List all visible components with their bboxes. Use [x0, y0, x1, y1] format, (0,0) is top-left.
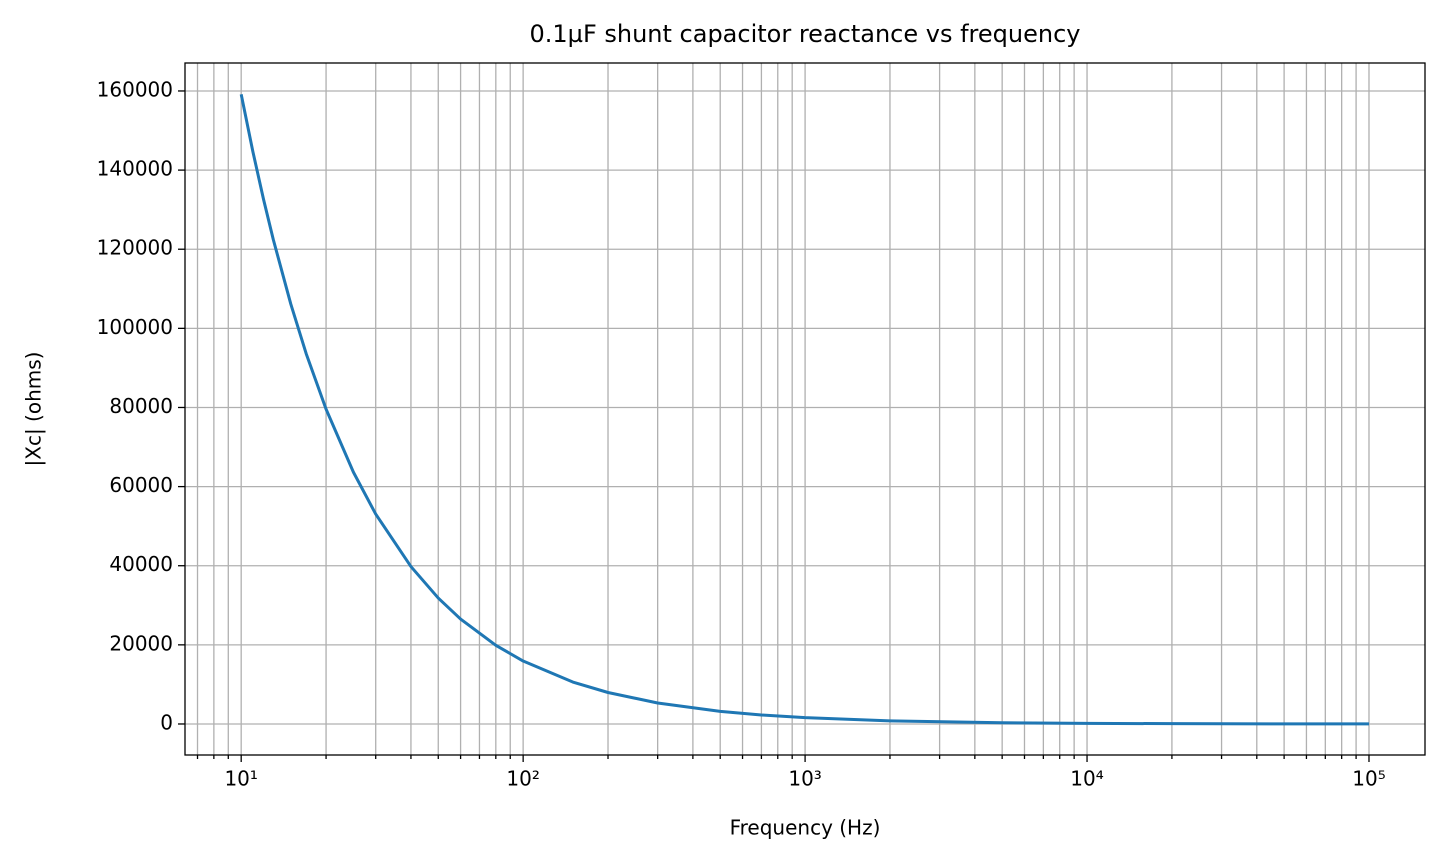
y-axis-label: |Xc| (ohms) [22, 352, 46, 467]
x-tick-label: 10⁴ [1070, 767, 1103, 791]
y-tick-label: 160000 [97, 77, 173, 101]
x-tick-label: 10¹ [224, 767, 257, 791]
y-tick-label: 140000 [97, 157, 173, 181]
data-line [239, 94, 1369, 726]
x-axis-label: Frequency (Hz) [730, 816, 881, 840]
x-tick-label: 10² [506, 767, 539, 791]
x-tick-label: 10⁵ [1352, 767, 1385, 791]
chart-title: 0.1µF shunt capacitor reactance vs frequ… [530, 20, 1081, 48]
y-tick-label: 80000 [109, 394, 173, 418]
y-tick-label: 60000 [109, 473, 173, 497]
y-tick-label: 120000 [97, 236, 173, 260]
y-tick-label: 40000 [109, 552, 173, 576]
y-tick-label: 0 [160, 710, 173, 734]
x-tick-label: 10³ [788, 767, 821, 791]
y-tick-label: 100000 [97, 315, 173, 339]
y-tick-label: 20000 [109, 631, 173, 655]
